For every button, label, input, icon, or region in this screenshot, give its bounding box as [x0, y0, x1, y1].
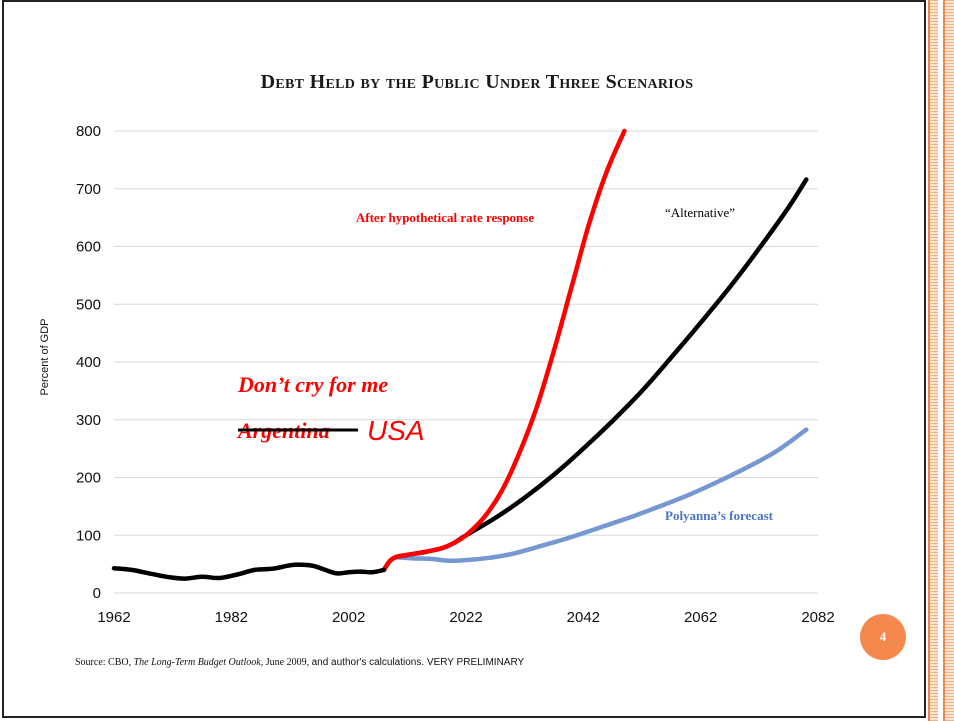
y-axis-label: Percent of GDP: [39, 318, 51, 395]
slide-frame: [2, 0, 926, 718]
series-line-polyanna-s-forecast: [393, 427, 809, 564]
source-publication: The Long-Term Budget Outlook,: [133, 657, 264, 668]
gridlines: [114, 130, 818, 594]
source-date: June 2009,: [263, 657, 312, 668]
series-line-after-hypothetical-rate-response: [381, 128, 627, 573]
y-tick-label: 800: [76, 123, 101, 140]
alternative-label: “Alternative”: [665, 205, 735, 220]
series-line-historical: [111, 562, 387, 581]
series-lines: [111, 128, 809, 581]
chart-title: Debt Held by the Public Under Three Scen…: [260, 71, 694, 93]
decorative-stripe: [943, 0, 954, 721]
page-number-badge: 4: [860, 614, 906, 660]
x-tick-label: 1962: [97, 609, 130, 626]
y-tick-label: 400: [76, 354, 101, 371]
usa-text: USA: [367, 415, 425, 446]
x-tick-label: 2022: [449, 609, 482, 626]
cry-for-me-text: Don’t cry for me: [237, 372, 388, 397]
y-axis-ticks: 0 100 200 300 400 500 600 700 800: [76, 123, 101, 602]
x-tick-label: 2002: [332, 609, 365, 626]
y-tick-label: 200: [76, 470, 101, 487]
polyanna-label: Polyanna’s forecast: [665, 508, 774, 523]
source-suffix: and author's calculations. VERY PRELIMIN…: [311, 657, 525, 668]
x-tick-label: 1982: [215, 609, 248, 626]
x-axis-ticks: 1962 1982 2002 2022 2042 2062 2082: [97, 609, 834, 626]
decorative-stripe: [928, 0, 938, 721]
y-tick-label: 100: [76, 527, 101, 544]
y-tick-label: 500: [76, 296, 101, 313]
decorative-stripe-edge: [928, 0, 930, 721]
rate-response-label: After hypothetical rate response: [356, 210, 534, 225]
y-tick-label: 600: [76, 239, 101, 256]
y-tick-label: 300: [76, 412, 101, 429]
y-tick-label: 0: [93, 585, 101, 602]
source-prefix: Source: CBO,: [75, 657, 134, 668]
source-note: Source: CBO, The Long-Term Budget Outloo…: [75, 657, 524, 668]
x-tick-label: 2042: [567, 609, 600, 626]
x-tick-label: 2062: [684, 609, 717, 626]
x-tick-label: 2082: [801, 609, 834, 626]
decorative-stripe-edge: [943, 0, 945, 721]
y-tick-label: 700: [76, 181, 101, 198]
